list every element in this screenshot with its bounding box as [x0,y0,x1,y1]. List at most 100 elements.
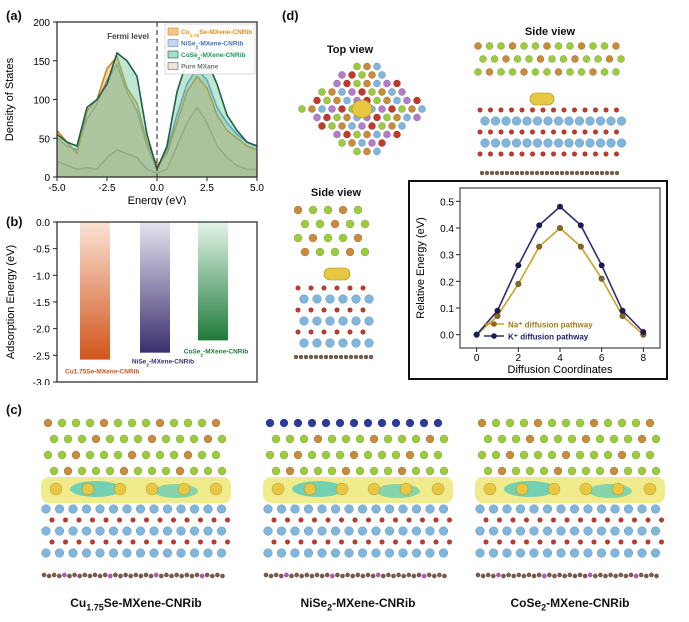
mxene-atom [330,504,341,514]
carbon-atom [599,170,605,176]
side-view-title-1: Side view [524,26,576,38]
se-layer-atom [335,418,345,428]
mxene-atom [550,517,557,523]
panel-d-label: (d) [282,8,299,23]
caption-suffix: -MXene-CNRib [332,596,416,610]
panel-b-label: (b) [6,214,23,229]
se-layer-atom [525,55,533,63]
se-layer-atom [49,466,59,476]
mxene-atom [162,504,173,514]
top-view-atom [393,79,401,88]
mxene-atom [54,504,65,514]
mxene-atom [338,316,348,326]
se-layer-atom [293,233,303,243]
carbon-atom [343,354,349,360]
se-layer-atom [383,466,393,476]
mxene-atom [170,517,177,523]
top-view-atom [383,79,391,88]
mxene-atom [176,504,186,514]
mxene-atom [276,526,287,536]
carbon-atom [179,573,185,579]
se-layer-atom [349,450,359,460]
carbon-atom [51,572,57,578]
se-layer-atom [609,434,619,444]
dos-chart: Fermi level -5.0 -2.5 0.0 2.5 5.0 0 50 100 150 200… [4,18,264,205]
na-ion [145,482,159,496]
co-structure-caption: CoSe2-MXene-CNRib [470,596,670,612]
mxene-atom [157,517,163,523]
mxene-atom [299,316,309,326]
se-layer-atom [637,466,647,476]
se-layer-atom [360,247,370,257]
mxene-atom [631,517,638,523]
y-tick-label: 0.1 [440,304,454,315]
se-layer-atom [567,466,577,476]
mxene-atom [295,307,301,313]
mxene-atom [515,526,526,536]
top-view-atom [383,96,391,105]
se-layer-atom [520,68,528,76]
se-layer-atom [127,450,137,460]
se-layer-atom [85,450,95,460]
se-layer-atom [497,42,505,50]
se-layer-atom [554,68,563,76]
mxene-atom [89,517,96,523]
mxene-atom [334,285,340,291]
mxene-atom [529,151,536,157]
side-view-title-2: Side view [310,187,362,199]
top-view-atom [398,88,406,96]
se-layer-atom [285,434,295,444]
se-layer-atom [539,466,549,476]
carbon-atom [411,573,417,579]
se-layer-atom [485,68,494,76]
carbon-atom [547,572,552,578]
se-layer-atom [360,219,370,229]
carbon-atom [61,572,67,578]
mxene-atom [360,329,366,335]
carbon-atom [516,572,522,578]
dos-area-1 [57,64,257,177]
se-layer-atom [623,466,633,476]
se-layer-atom [483,434,493,444]
na-ion [547,482,561,496]
carbon-atom [531,573,537,579]
top-view-atom [413,113,421,122]
caption-suffix: -MXene-CNRib [546,596,630,610]
mxene-atom [511,138,522,148]
mxene-atom [411,548,422,558]
se-layer-atom [321,450,331,460]
y-axis-label: Adsorption Energy (eV) [5,245,17,359]
series-point-0 [598,275,605,282]
mxene-atom [650,526,661,536]
carbon-atom [436,572,442,578]
mxene-atom [143,539,150,545]
se-layer-atom [483,466,493,476]
mxene-atom [62,539,69,545]
carbon-atom [348,354,354,360]
se-layer-atom [433,418,443,428]
mxene-atom [571,129,578,135]
y-tick-label: 0 [44,173,50,184]
carbon-atom [345,572,351,578]
mxene-atom [502,548,512,558]
mxene-atom [303,504,314,514]
mxene-atom [618,539,624,545]
mxene-atom [398,504,408,514]
carbon-atom [353,354,359,360]
mxene-atom [325,294,335,304]
y-tick-label: 200 [33,18,50,29]
top-view-atom [388,105,396,113]
top-view-atom [298,105,306,113]
mxene-atom [550,107,557,113]
mxene-atom [529,107,536,113]
mxene-atom [508,129,515,135]
bar-2 [198,222,228,341]
mxene-atom [130,517,136,523]
panel-c-label: (c) [6,402,22,417]
carbon-atom [113,572,118,578]
mxene-atom [523,517,530,523]
mxene-atom [556,504,566,514]
top-view-atom [353,79,361,88]
mxene-atom [561,129,567,135]
se-layer-atom [91,466,101,476]
